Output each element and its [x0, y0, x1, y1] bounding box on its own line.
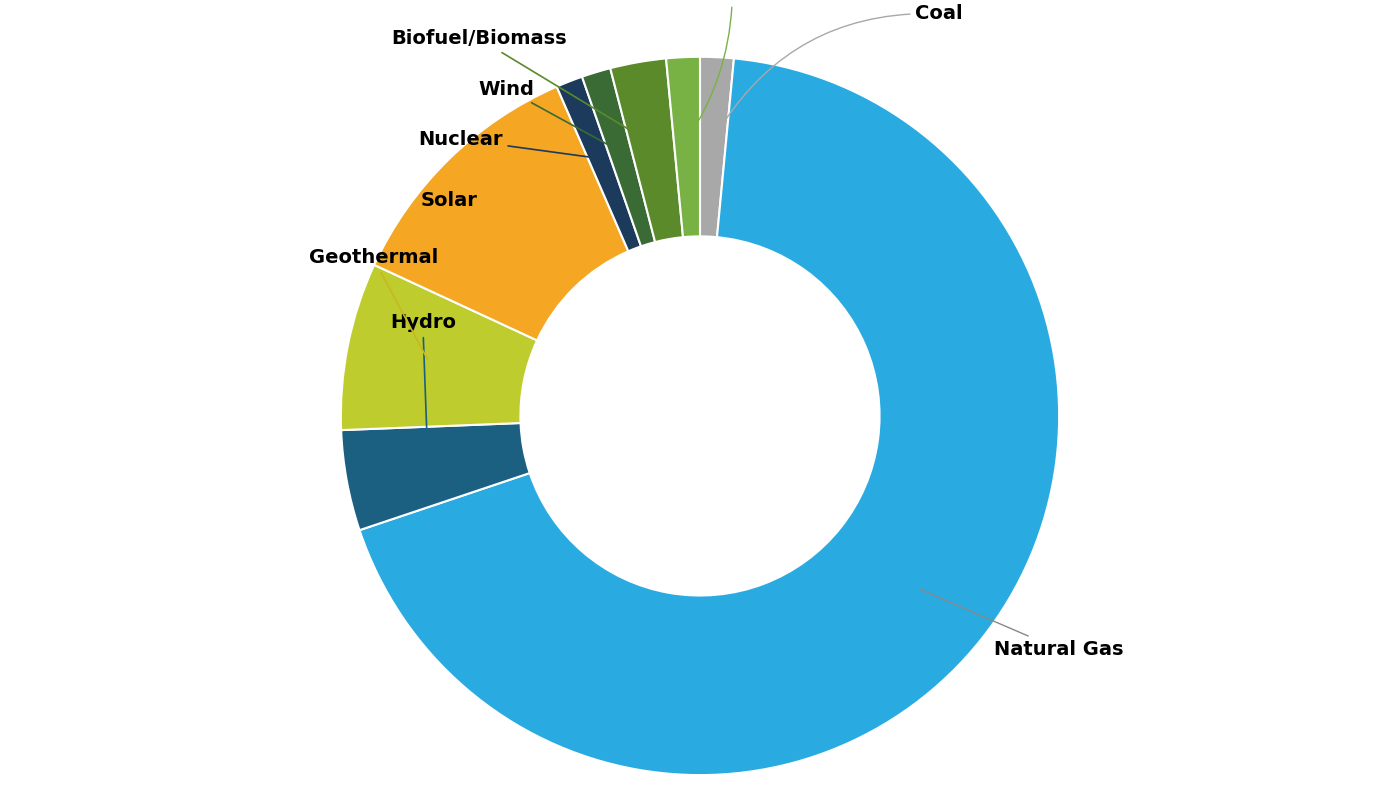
Text: Geothermal: Geothermal [308, 249, 438, 359]
Wedge shape [582, 68, 655, 246]
Wedge shape [700, 57, 734, 237]
Text: Coal: Coal [714, 4, 963, 138]
Wedge shape [340, 265, 538, 430]
Wedge shape [666, 57, 700, 237]
Wedge shape [610, 58, 683, 242]
Text: Natural Gas: Natural Gas [920, 589, 1124, 659]
Wedge shape [360, 58, 1060, 775]
Wedge shape [557, 77, 641, 251]
Text: Nuclear: Nuclear [419, 130, 596, 158]
Text: Solar: Solar [420, 191, 504, 218]
Text: Other: Other [689, 0, 764, 138]
Wedge shape [342, 423, 529, 530]
Wedge shape [374, 86, 629, 341]
Text: Hydro: Hydro [389, 313, 456, 463]
Text: Biofuel/Biomass: Biofuel/Biomass [392, 30, 650, 142]
Text: Wind: Wind [479, 80, 617, 150]
